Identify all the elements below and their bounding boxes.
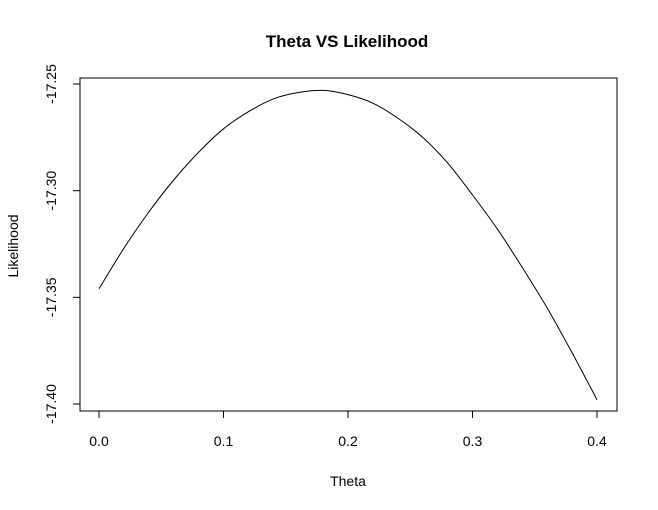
x-tick-label: 0.1 (214, 433, 234, 449)
x-axis: 0.0 0.1 0.2 0.3 0.4 (89, 410, 607, 449)
x-tick-label: 0.2 (338, 433, 358, 449)
chart-title: Theta VS Likelihood (266, 32, 428, 51)
y-tick-label: -17.35 (43, 277, 59, 317)
y-axis-label: Likelihood (5, 214, 21, 277)
y-tick-label: -17.25 (43, 64, 59, 104)
x-axis-label: Theta (330, 473, 366, 489)
x-tick-label: 0.4 (587, 433, 607, 449)
x-tick-label: 0.0 (89, 433, 109, 449)
plot-frame (79, 77, 618, 412)
likelihood-series-line (98, 89, 598, 400)
y-axis: -17.25 -17.30 -17.35 -17.40 (43, 64, 81, 424)
x-tick-label: 0.3 (463, 433, 483, 449)
y-tick-label: -17.40 (43, 384, 59, 424)
y-tick-label: -17.30 (43, 171, 59, 211)
